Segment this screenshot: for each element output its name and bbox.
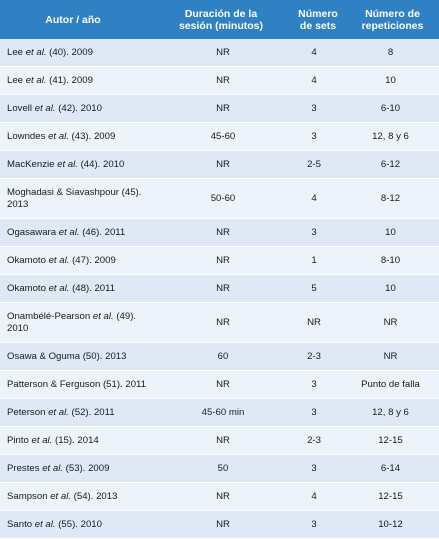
cell-reps: 10 — [385, 75, 396, 86]
cell-sets: 4 — [311, 47, 317, 58]
header-author: Autor / año — [45, 13, 101, 26]
table-row: Prestes et al. (53). 2009 50 3 6-14 — [0, 455, 439, 483]
cell-author: Okamoto et al. (47). 2009 — [7, 254, 116, 266]
cell-author: Osawa & Oguma (50). 2013 — [7, 350, 127, 362]
table-row: Sampson et al. (54). 2013 NR 4 12-15 — [0, 483, 439, 511]
cell-author: Sampson et al. (54). 2013 — [7, 490, 118, 502]
cell-reps: 10 — [385, 283, 396, 294]
cell-author: Patterson & Ferguson (51). 2011 — [7, 378, 147, 390]
table-row: Osawa & Oguma (50). 2013 60 2-3 NR — [0, 343, 439, 371]
cell-sets: 4 — [311, 491, 317, 502]
table-body: Lee et al. (40). 2009 NR 4 8 Lee et al. (41)… — [0, 39, 439, 539]
table-row: Santo et al. (55). 2010 NR 3 10-12 — [0, 511, 439, 539]
cell-reps: 6-10 — [380, 103, 401, 114]
cell-author: Lee et al. (40). 2009 — [7, 46, 93, 58]
header-reps: Número de repeticiones — [361, 7, 424, 32]
cell-duration: NR — [216, 227, 230, 238]
table-row: Lovell et al. (42). 2010 NR 3 6-10 — [0, 95, 439, 123]
cell-author: Lovell et al. (42). 2010 — [7, 102, 102, 114]
table-row: Pinto et al. (15). 2014 NR 2-3 12-15 — [0, 427, 439, 455]
table-row: Lee et al. (40). 2009 NR 4 8 — [0, 39, 439, 67]
cell-reps: 8 — [387, 47, 394, 58]
cell-reps: NR — [383, 351, 398, 362]
cell-duration: NR — [216, 379, 230, 390]
cell-reps: 12, 8 y 6 — [372, 407, 409, 418]
cell-reps: 10-12 — [378, 519, 403, 530]
table-row: Peterson et al. (52). 2011 45-60 min 3 12, … — [0, 399, 439, 427]
cell-author: Lowndes et al. (43). 2009 — [7, 130, 116, 142]
table-row: Ogasawara et al. (46). 2011 NR 3 10 — [0, 219, 439, 247]
cell-sets: 4 — [311, 193, 317, 204]
cell-author: Okamoto et al. (48). 2011 — [7, 282, 116, 294]
cell-author: Pinto et al. (15). 2014 — [7, 434, 99, 446]
cell-reps: 12-15 — [378, 491, 403, 502]
cell-reps: 6-12 — [380, 159, 401, 170]
cell-sets: 3 — [311, 463, 317, 474]
header-sets: Número de sets — [298, 7, 338, 32]
cell-duration: 50-60 — [210, 193, 236, 204]
cell-duration: NR — [216, 47, 230, 58]
cell-sets: 3 — [311, 519, 317, 530]
table-row: Patterson & Ferguson (51). 2011 NR 3 Punto … — [0, 371, 439, 399]
cell-duration: 45-60 min — [201, 407, 245, 418]
cell-reps: 6-14 — [380, 463, 401, 474]
cell-duration: NR — [216, 435, 230, 446]
cell-reps: 8-10 — [380, 255, 401, 266]
cell-author: Peterson et al. (52). 2011 — [7, 406, 115, 418]
table-row: Okamoto et al. (47). 2009 NR 1 8-10 — [0, 247, 439, 275]
table-row: Lee et al. (41). 2009 NR 4 10 — [0, 67, 439, 95]
cell-author: MacKenzie et al. (44). 2010 — [7, 158, 125, 170]
cell-reps: 10 — [385, 227, 396, 238]
cell-duration: NR — [216, 75, 230, 86]
cell-author: Ogasawara et al. (46). 2011 — [7, 226, 126, 238]
cell-sets: 1 — [311, 255, 317, 266]
cell-author: Moghadasi & Siavashpour (45). 2013 — [7, 186, 142, 210]
cell-sets: 3 — [311, 227, 317, 238]
cell-duration: NR — [216, 491, 230, 502]
cell-reps: NR — [383, 317, 398, 328]
cell-reps: Punto de falla — [361, 379, 420, 390]
cell-duration: NR — [216, 255, 230, 266]
cell-sets: NR — [307, 317, 321, 328]
cell-duration: 60 — [217, 351, 229, 362]
cell-author: Prestes et al. (53). 2009 — [7, 462, 110, 474]
cell-author: Lee et al. (41). 2009 — [7, 74, 93, 86]
table-row: Okamoto et al. (48). 2011 NR 5 10 — [0, 275, 439, 303]
table-header: Autor / año Duración de la sesión (minut… — [0, 0, 439, 39]
cell-duration: NR — [216, 519, 230, 530]
cell-duration: NR — [216, 159, 230, 170]
cell-reps: 12-15 — [378, 435, 403, 446]
cell-sets: 3 — [311, 407, 317, 418]
cell-sets: 3 — [311, 379, 317, 390]
cell-sets: 3 — [311, 103, 317, 114]
cell-duration: NR — [216, 283, 230, 294]
cell-sets: 4 — [311, 75, 317, 86]
cell-author: Santo et al. (55). 2010 — [7, 518, 102, 530]
header-duration: Duración de la sesión (minutos) — [178, 7, 263, 32]
cell-sets: 3 — [311, 131, 317, 142]
table-row: Moghadasi & Siavashpour (45). 2013 50-60 4… — [0, 179, 439, 219]
cell-duration: 45-60 — [210, 131, 236, 142]
table-row: Lowndes et al. (43). 2009 45-60 3 12, 8 y 6 — [0, 123, 439, 151]
cell-author: Onambélé-Pearson et al. (49). 2010 — [7, 310, 137, 334]
cell-duration: NR — [216, 103, 230, 114]
cell-duration: NR — [216, 317, 230, 328]
cell-sets: 2-3 — [307, 351, 321, 362]
cell-reps: 8-12 — [380, 193, 401, 204]
cell-reps: 12, 8 y 6 — [372, 131, 409, 142]
cell-sets: 2-3 — [307, 435, 321, 446]
cell-duration: 50 — [217, 463, 229, 474]
cell-sets: 5 — [311, 283, 317, 294]
table-row: MacKenzie et al. (44). 2010 NR 2-5 6-12 — [0, 151, 439, 179]
cell-sets: 2-5 — [307, 159, 321, 170]
table-row: Onambélé-Pearson et al. (49). 2010 NR NR NR — [0, 303, 439, 343]
